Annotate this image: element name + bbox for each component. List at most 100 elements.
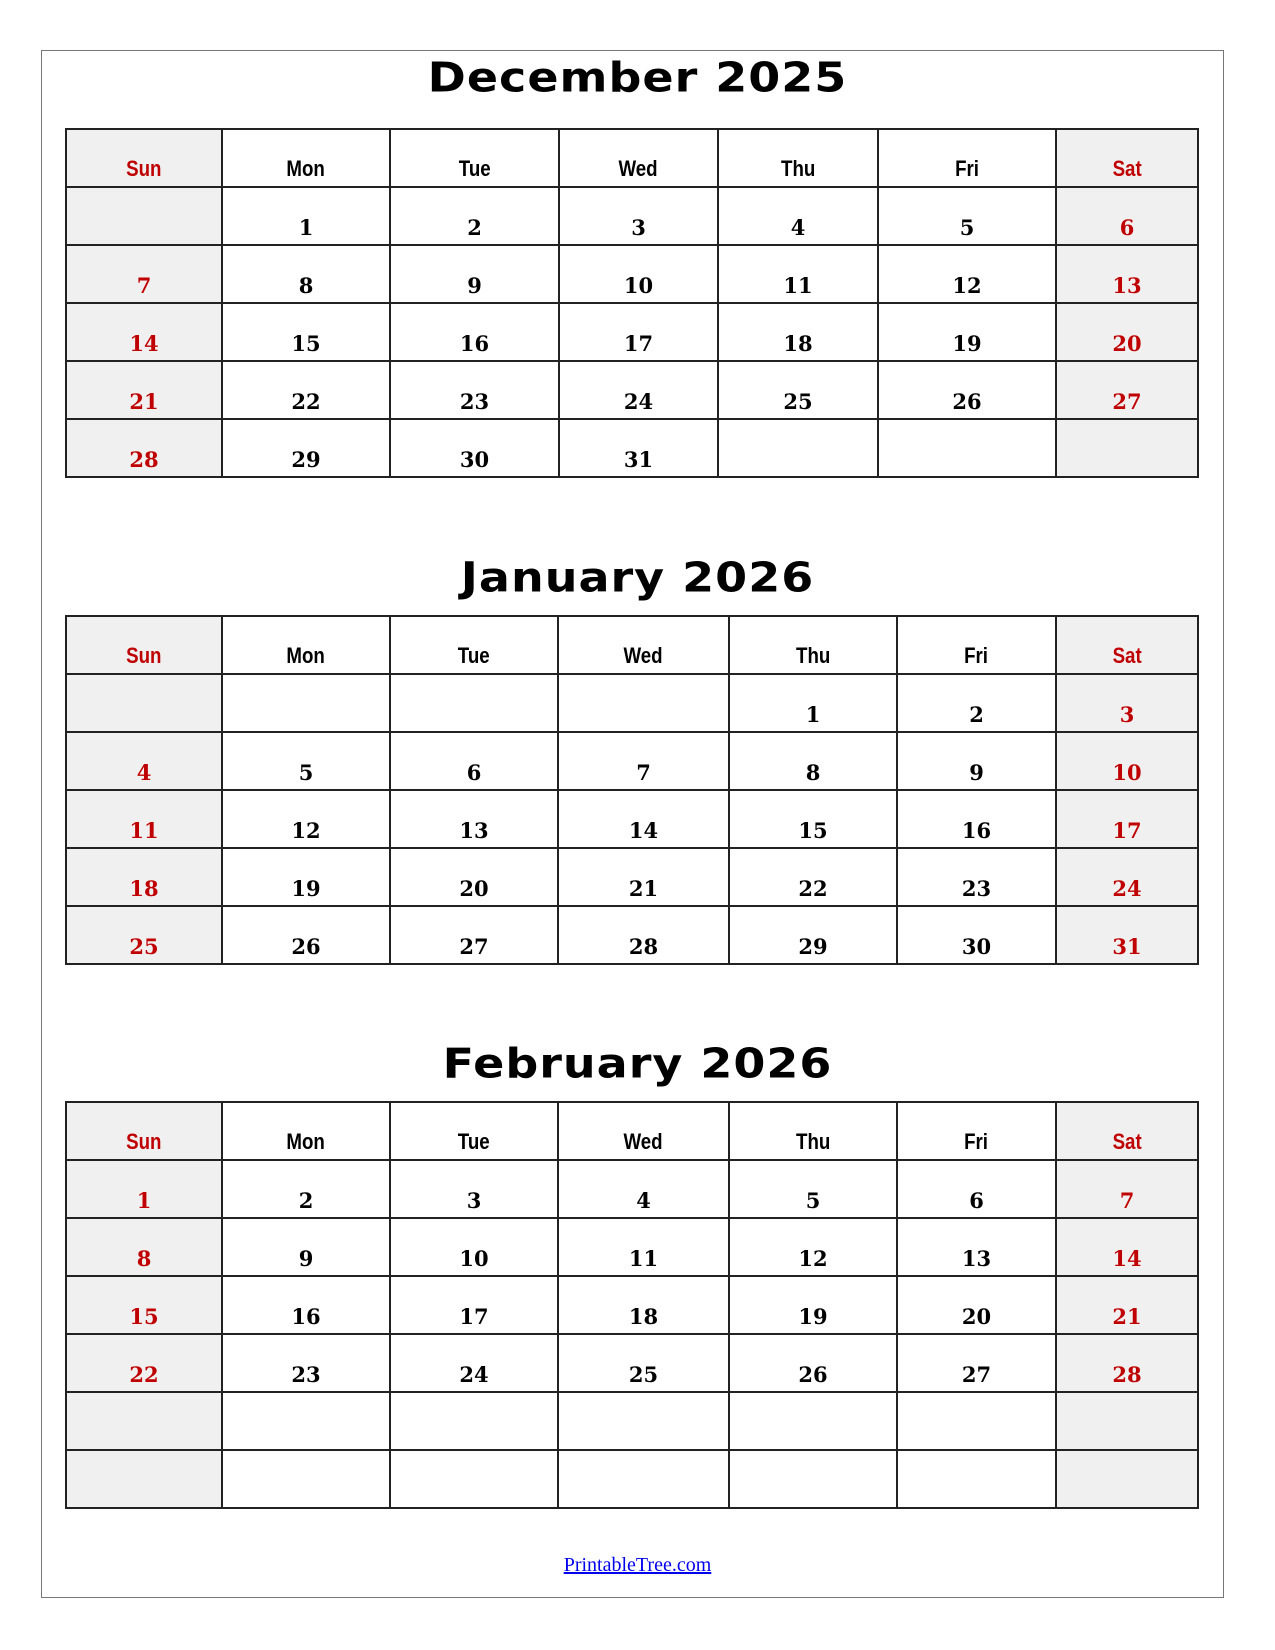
day-cell xyxy=(221,1391,391,1451)
day-number: 17 xyxy=(459,1304,489,1329)
day-cell xyxy=(1055,1449,1199,1509)
day-number: 7 xyxy=(636,760,651,785)
day-cell xyxy=(65,1449,223,1509)
week-row: 18 19 20 21 22 23 24 xyxy=(65,847,1199,907)
day-number: 23 xyxy=(961,876,992,901)
day-cell: 26 xyxy=(221,905,391,965)
day-number: 23 xyxy=(459,389,490,414)
week-row: 11 12 13 14 15 16 17 xyxy=(65,789,1199,849)
day-cell: 27 xyxy=(896,1333,1057,1393)
day-number: 31 xyxy=(623,447,654,472)
day-cell: 13 xyxy=(896,1217,1057,1277)
week-row xyxy=(65,1449,1199,1509)
day-number: 15 xyxy=(798,818,828,843)
day-number: 22 xyxy=(291,389,321,414)
month-title-february: February 2026 xyxy=(442,1038,833,1088)
day-cell: 8 xyxy=(728,731,898,791)
day-cell: 11 xyxy=(65,789,223,849)
weekday-label: Fri xyxy=(964,643,989,668)
weekday-label: Sat xyxy=(1112,643,1142,668)
day-number: 25 xyxy=(783,389,813,414)
day-cell: 25 xyxy=(717,360,879,420)
day-number: 21 xyxy=(129,389,159,414)
weekday-label: Sun xyxy=(126,643,162,668)
day-number: 12 xyxy=(798,1246,828,1271)
week-row: 7 8 9 10 11 12 13 xyxy=(65,244,1199,304)
day-number: 5 xyxy=(805,1188,821,1213)
day-number: 1 xyxy=(136,1188,152,1213)
day-number: 27 xyxy=(459,934,489,959)
day-cell: 23 xyxy=(221,1333,391,1393)
weekday-label: Sun xyxy=(126,156,162,181)
page-border xyxy=(41,50,1224,1598)
day-cell: 15 xyxy=(728,789,898,849)
day-cell: 29 xyxy=(728,905,898,965)
weekday-header-cell: Mon xyxy=(221,1101,391,1161)
week-row: 22 23 24 25 26 27 28 xyxy=(65,1333,1199,1393)
week-row: 1 2 3 4 5 6 xyxy=(65,186,1199,246)
day-number: 12 xyxy=(291,818,321,843)
day-cell: 7 xyxy=(557,731,730,791)
footer: PrintableTree.com xyxy=(0,1554,1275,1577)
day-cell: 22 xyxy=(728,847,898,907)
day-number: 20 xyxy=(961,1304,992,1329)
day-number: 14 xyxy=(628,818,659,843)
month-title-january: January 2026 xyxy=(460,552,815,602)
day-number: 1 xyxy=(298,215,314,240)
day-cell xyxy=(65,186,223,246)
day-cell: 21 xyxy=(65,360,223,420)
day-number: 2 xyxy=(467,215,482,240)
day-number: 30 xyxy=(459,447,490,472)
weekday-header-cell: Wed xyxy=(557,615,730,675)
day-cell: 8 xyxy=(221,244,391,304)
day-number: 29 xyxy=(798,934,828,959)
day-cell: 28 xyxy=(557,905,730,965)
day-cell: 3 xyxy=(389,1159,559,1219)
day-cell: 6 xyxy=(1055,186,1199,246)
day-number: 3 xyxy=(466,1188,482,1213)
day-number: 16 xyxy=(961,818,992,843)
day-number: 17 xyxy=(623,331,654,356)
day-cell: 16 xyxy=(389,302,560,362)
week-row: 1 2 3 4 5 6 7 xyxy=(65,1159,1199,1219)
weekday-header-cell: Mon xyxy=(221,128,391,188)
day-cell: 2 xyxy=(896,673,1057,733)
weekday-label: Tue xyxy=(458,156,491,181)
day-cell: 23 xyxy=(389,360,560,420)
day-number: 21 xyxy=(628,876,659,901)
day-cell: 17 xyxy=(558,302,719,362)
day-cell: 13 xyxy=(1055,244,1199,304)
day-number: 13 xyxy=(1112,273,1142,298)
weekday-header-cell: Wed xyxy=(558,128,719,188)
week-row: 8 9 10 11 12 13 14 xyxy=(65,1217,1199,1277)
day-number: 19 xyxy=(798,1304,828,1329)
day-number: 7 xyxy=(1119,1188,1135,1213)
day-number: 20 xyxy=(1112,331,1142,356)
day-cell: 6 xyxy=(896,1159,1057,1219)
day-number: 21 xyxy=(1112,1304,1142,1329)
week-row: 4 5 6 7 8 9 10 xyxy=(65,731,1199,791)
day-cell: 26 xyxy=(877,360,1057,420)
weekday-header-cell: Thu xyxy=(717,128,879,188)
day-cell: 1 xyxy=(65,1159,223,1219)
weekday-header-cell: Fri xyxy=(877,128,1057,188)
day-cell: 11 xyxy=(717,244,879,304)
day-cell: 19 xyxy=(221,847,391,907)
day-number: 4 xyxy=(636,1188,651,1213)
day-number: 30 xyxy=(961,934,992,959)
weekday-label: Mon xyxy=(286,1129,326,1154)
weekday-header-cell: Sat xyxy=(1055,615,1199,675)
day-cell: 14 xyxy=(65,302,223,362)
day-cell xyxy=(389,1391,559,1451)
weekday-header-cell: Wed xyxy=(557,1101,730,1161)
day-cell: 9 xyxy=(221,1217,391,1277)
weekday-header-row: Sun Mon Tue Wed Thu Fri Sat xyxy=(65,615,1199,675)
day-cell: 5 xyxy=(728,1159,898,1219)
footer-link[interactable]: PrintableTree.com xyxy=(563,1554,712,1576)
day-cell: 27 xyxy=(389,905,559,965)
day-number: 31 xyxy=(1112,934,1142,959)
day-cell: 10 xyxy=(1055,731,1199,791)
day-number: 3 xyxy=(1119,702,1135,727)
weekday-header-cell: Tue xyxy=(389,1101,559,1161)
weekday-header-cell: Sun xyxy=(65,128,223,188)
